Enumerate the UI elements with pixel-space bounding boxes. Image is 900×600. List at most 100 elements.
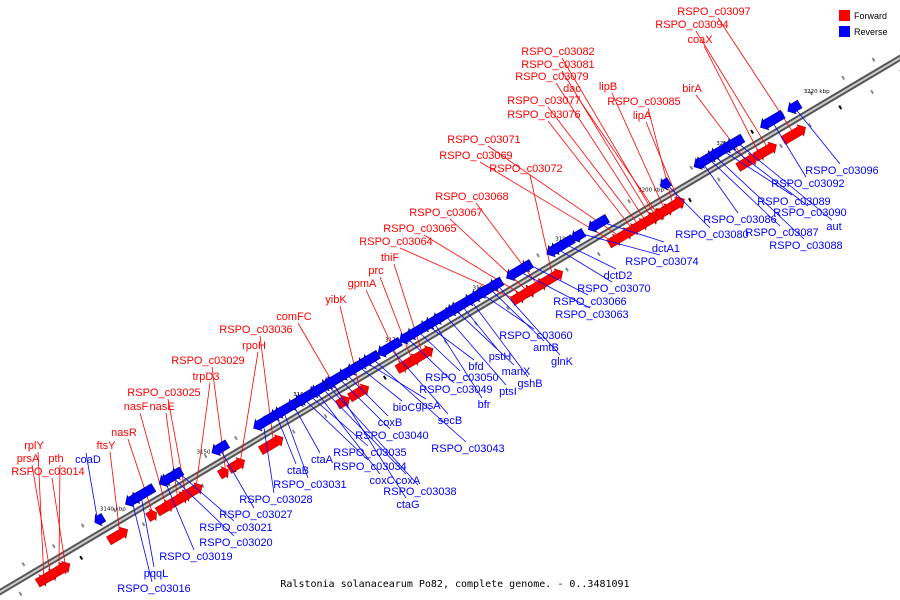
gene-leader-line (31, 464, 52, 581)
gene-leader-line (139, 412, 168, 512)
gene-arrow (506, 262, 529, 282)
gene-arrow (257, 434, 284, 456)
gene-leader-line (513, 268, 591, 309)
gene-label: bfd (468, 361, 483, 373)
axis-tick-label: 3140 kbp (100, 507, 126, 513)
backbone-dot (596, 251, 601, 257)
gene-label: ptsI (499, 386, 517, 398)
gene-label: RSPO_c03066 (553, 296, 626, 308)
gene-leader-line (379, 276, 415, 366)
backbone-dot (79, 555, 84, 561)
gene-leader-line (360, 358, 427, 400)
backbone-dot (203, 453, 208, 459)
gene-label: RSPO_c03065 (383, 223, 456, 235)
gene-leader-line (529, 174, 555, 283)
gene-leader-line (717, 17, 798, 139)
legend: Forward Reverse (839, 10, 888, 37)
gene-leader-line (168, 473, 235, 537)
gene-label: lipB (599, 81, 617, 93)
gene-label: RSPO_c03043 (431, 443, 504, 455)
gene-arrow (145, 508, 157, 522)
gene-label: RSPO_c03060 (499, 330, 572, 342)
backbone-dot (807, 123, 812, 128)
gene-label: lipA (633, 110, 652, 122)
gene-leader-line (281, 406, 309, 479)
gene-label: amtB (533, 342, 559, 354)
gene-label: coaX (687, 34, 713, 46)
gene-leader-line (290, 400, 321, 454)
gene-label: rplY (24, 440, 44, 452)
gene-label: ctaA (311, 454, 334, 466)
gene-label: pstH (489, 351, 512, 363)
gene-leader-line (547, 106, 643, 230)
gene-arrow (780, 124, 806, 145)
gene-leader-line (575, 231, 661, 256)
gene-label: pqqL (144, 568, 168, 580)
gene-label: RSPO_c03072 (489, 163, 562, 175)
gene-leader-line (769, 116, 807, 178)
gene-arrow (760, 109, 786, 131)
reverse-genes: coaD RSPO_c03016 pqqL RSPO_c03019 RSPO_c0302… (75, 99, 879, 595)
gene-label: trpD3 (193, 371, 220, 383)
gene-leader-line (645, 121, 682, 207)
gene-leader-line (524, 261, 589, 296)
backbone-dot (779, 143, 783, 149)
gene-leader-line (493, 280, 561, 356)
gene-leader-line (791, 103, 841, 165)
backbone-dot (871, 57, 876, 62)
gene-arrow (377, 336, 403, 358)
gene-label: nasR (111, 427, 137, 439)
gene-leader-line (323, 380, 419, 486)
gene-leader-line (413, 327, 461, 372)
gene-label: RSPO_c03027 (219, 509, 292, 521)
gene-label: RSPO_c03097 (677, 6, 750, 18)
gene-label: bioC (393, 402, 416, 414)
gene-arrow (550, 234, 576, 255)
caption: Ralstonia solanacearum Po82, complete ge… (280, 579, 629, 590)
gene-label: RSPO_c03077 (507, 95, 580, 107)
backbone-dot (536, 253, 540, 258)
gene-leader-line (217, 444, 255, 509)
backbone-dot (750, 129, 754, 135)
gene-arrow (537, 268, 564, 290)
gene-leader-line (458, 301, 499, 351)
gene-leader-line (423, 234, 528, 299)
gene-label: comFC (276, 311, 312, 323)
gene-leader-line (238, 351, 259, 469)
gene-label: RSPO_c03040 (355, 430, 428, 442)
gene-label: RSPO_c03038 (383, 486, 456, 498)
gene-leader-line (724, 142, 809, 207)
gene-label: thiF (381, 252, 400, 264)
gene-arrow (180, 482, 203, 501)
gene-label: RSPO_c03080 (675, 229, 748, 241)
gene-label: RSPO_c03079 (515, 71, 588, 83)
gene-leader-line (299, 395, 369, 461)
gene-label: RSPO_c03014 (11, 466, 84, 478)
gene-label: RSPO_c03035 (333, 447, 406, 459)
gene-label: RSPO_c03019 (159, 551, 232, 563)
backbone-dot (112, 507, 117, 513)
gene-label: RSPO_c03094 (655, 19, 728, 31)
backbone-dot (565, 267, 569, 272)
gene-label: birA (682, 83, 702, 95)
gene-leader-line (393, 263, 425, 360)
gene-leader-line (467, 295, 529, 378)
gene-leader-line (547, 120, 637, 234)
legend-reverse-swatch (839, 26, 850, 37)
gene-leader-line (167, 398, 188, 500)
gene-label: coxA (396, 475, 421, 487)
gene-arrow (94, 513, 107, 527)
gene-label: RSPO_c03036 (219, 324, 292, 336)
gene-leader-line (211, 366, 227, 477)
gene-leader-line (365, 289, 405, 372)
gene-label: RSPO_c03087 (745, 227, 818, 239)
gene-leader-line (162, 476, 195, 551)
gene-label: dac (563, 83, 581, 95)
gene-leader-line (710, 151, 805, 240)
gene-leader-line (339, 305, 362, 397)
gene-leader-line (329, 377, 407, 499)
gene-label: bfr (478, 399, 491, 411)
gene-arrow (106, 526, 129, 546)
